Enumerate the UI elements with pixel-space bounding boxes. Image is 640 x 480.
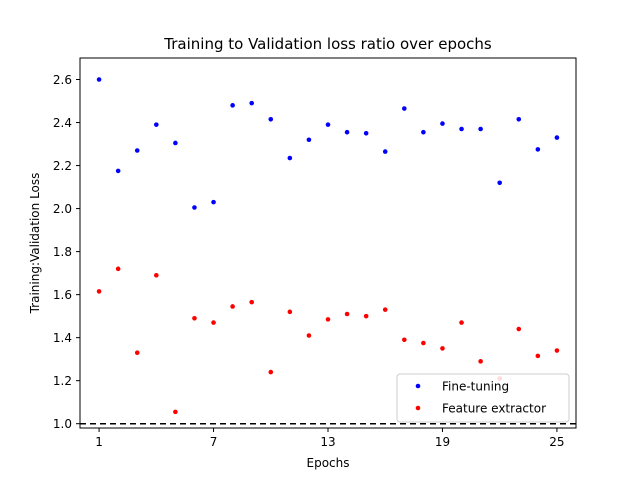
point-feature-extractor-epoch-16 (382, 307, 388, 312)
point-feature-extractor-epoch-7 (211, 320, 216, 325)
point-feature-extractor-epoch-17 (402, 337, 407, 343)
point-feature-extractor-epoch-25 (554, 348, 560, 353)
y-tick-label: 2.6 (53, 73, 72, 87)
point-fine-tuning-epoch-3 (134, 148, 140, 153)
point-feature-extractor-epoch-14 (344, 311, 350, 317)
point-feature-extractor-epoch-3 (134, 350, 140, 356)
point-feature-extractor-epoch-8 (230, 304, 235, 309)
point-feature-extractor-epoch-10 (268, 369, 274, 375)
point-fine-tuning-epoch-16 (382, 149, 388, 154)
point-feature-extractor-epoch-13 (325, 317, 331, 322)
point-feature-extractor-epoch-11 (287, 309, 293, 315)
point-fine-tuning-epoch-25 (554, 135, 560, 140)
y-tick-label: 2.2 (53, 159, 72, 173)
y-tick-label: 1.4 (53, 331, 72, 345)
x-tick-label: 7 (210, 435, 218, 449)
point-feature-extractor-epoch-4 (154, 272, 159, 278)
point-fine-tuning-epoch-9 (249, 100, 254, 106)
legend-box (396, 373, 570, 423)
plot-area (80, 58, 576, 428)
point-fine-tuning-epoch-7 (211, 199, 216, 205)
x-tick-label: 19 (435, 435, 450, 449)
point-fine-tuning-epoch-20 (459, 126, 464, 132)
point-feature-extractor-epoch-24 (535, 353, 541, 359)
point-fine-tuning-epoch-14 (344, 129, 350, 135)
axis-ticks: 1 7 13 19 25 1.0 1.2 1.4 1.6 1.8 2.0 2.2 2.4 2.6 (53, 73, 565, 449)
legend: Fine-tuning Feature extractor (396, 373, 570, 423)
plot-background (80, 58, 576, 428)
legend-label-fine-tuning: Fine-tuning (442, 380, 509, 394)
point-feature-extractor-epoch-20 (459, 320, 464, 325)
point-fine-tuning-epoch-1 (96, 77, 102, 82)
point-fine-tuning-epoch-22 (497, 180, 502, 186)
point-feature-extractor-epoch-5 (173, 409, 178, 415)
legend-label-feature-extractor: Feature extractor (442, 402, 546, 416)
y-tick-label: 1.6 (53, 288, 72, 302)
legend-marker-feature-extractor (415, 405, 421, 411)
x-tick-label: 13 (320, 435, 335, 449)
point-fine-tuning-epoch-5 (173, 140, 178, 146)
point-feature-extractor-epoch-21 (478, 359, 483, 364)
point-fine-tuning-epoch-11 (287, 155, 293, 161)
point-fine-tuning-epoch-15 (363, 130, 369, 136)
point-fine-tuning-epoch-13 (325, 122, 331, 127)
point-feature-extractor-epoch-6 (192, 315, 197, 321)
point-feature-extractor-epoch-18 (421, 340, 426, 346)
point-fine-tuning-epoch-19 (440, 121, 445, 126)
x-tick-label: 25 (549, 435, 564, 449)
y-tick-label: 1.0 (53, 417, 72, 431)
chart-title: Training to Validation loss ratio over e… (163, 35, 492, 53)
y-tick-label: 2.0 (53, 202, 72, 216)
point-feature-extractor-epoch-19 (440, 346, 445, 351)
point-feature-extractor-epoch-2 (115, 266, 121, 272)
plot-frame (79, 57, 577, 429)
x-tick-label: 1 (95, 435, 103, 449)
point-fine-tuning-epoch-8 (230, 103, 235, 108)
point-feature-extractor-epoch-9 (249, 299, 254, 305)
point-feature-extractor-epoch-15 (363, 313, 369, 319)
point-feature-extractor-epoch-1 (96, 289, 102, 294)
point-fine-tuning-epoch-24 (535, 147, 541, 152)
data-points (96, 77, 560, 415)
point-fine-tuning-epoch-2 (115, 168, 121, 174)
point-fine-tuning-epoch-18 (421, 129, 426, 135)
point-feature-extractor-epoch-12 (306, 333, 312, 338)
point-fine-tuning-epoch-12 (306, 137, 312, 143)
point-fine-tuning-epoch-10 (268, 117, 274, 122)
point-feature-extractor-epoch-23 (516, 326, 522, 332)
legend-marker-fine-tuning (415, 383, 421, 389)
point-fine-tuning-epoch-21 (478, 126, 483, 132)
y-tick-label: 1.8 (53, 245, 72, 259)
y-tick-label: 1.2 (53, 374, 72, 388)
y-tick-label: 2.4 (53, 116, 72, 130)
x-axis-label: Epochs (307, 456, 350, 470)
y-axis-label: Training:Validation Loss (28, 173, 42, 315)
point-fine-tuning-epoch-6 (192, 205, 197, 210)
point-fine-tuning-epoch-17 (402, 106, 407, 111)
point-fine-tuning-epoch-23 (516, 117, 522, 122)
point-fine-tuning-epoch-4 (154, 122, 159, 127)
